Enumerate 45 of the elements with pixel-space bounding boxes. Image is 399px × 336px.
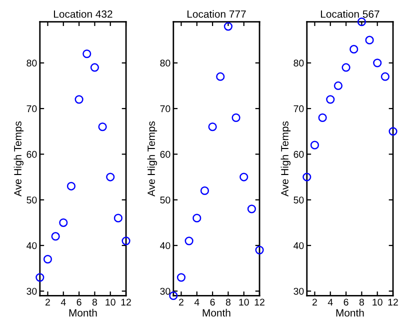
x-tick-label: 2: [46, 298, 50, 306]
y-tick-label: 70: [160, 105, 170, 112]
x-tick-label: 8: [92, 298, 97, 306]
y-axis-title: Ave High Temps: [147, 121, 158, 196]
x-tick-label: 10: [239, 298, 249, 306]
chart-title: Location 432: [54, 10, 112, 18]
y-tick-label: 80: [294, 60, 304, 67]
x-tick-label: 12: [388, 298, 398, 306]
y-tick-label: 30: [294, 288, 304, 295]
y-tick-label: 60: [294, 150, 304, 158]
x-tick-label: 6: [76, 298, 82, 306]
y-tick-label: 40: [160, 242, 170, 250]
y-tick-label: 50: [160, 196, 170, 204]
x-tick-label: 8: [226, 298, 230, 306]
x-tick-label: 10: [106, 298, 116, 306]
x-tick-label: 4: [194, 298, 200, 306]
x-tick-label: 8: [359, 298, 364, 306]
x-axis-title: Month: [69, 308, 97, 317]
y-tick-label: 30: [160, 288, 170, 295]
x-tick-label: 2: [179, 298, 184, 306]
y-tick-label: 50: [26, 196, 37, 204]
x-tick-label: 10: [372, 298, 382, 306]
chart-title: Location 777: [187, 10, 246, 18]
x-tick-label: 6: [210, 298, 215, 306]
x-tick-label: 4: [328, 298, 333, 306]
y-tick-label: 50: [294, 196, 304, 204]
y-axis-title: Ave High Temps: [14, 121, 24, 196]
x-axis-title: Month: [336, 308, 364, 317]
x-tick-label: 2: [312, 298, 317, 306]
y-tick-label: 80: [160, 60, 170, 67]
chart-title: Location 567: [320, 10, 380, 18]
y-tick-label: 40: [26, 242, 37, 250]
x-axis-title: Month: [202, 308, 230, 317]
x-tick-label: 4: [60, 298, 66, 306]
y-tick-label: 70: [294, 105, 304, 112]
y-tick-label: 60: [26, 150, 37, 158]
y-tick-label: 40: [294, 242, 304, 250]
y-axis-title: Ave High Temps: [280, 121, 291, 196]
y-tick-label: 30: [26, 288, 37, 295]
y-tick-label: 70: [26, 105, 37, 112]
y-tick-label: 80: [26, 60, 37, 67]
x-tick-label: 12: [254, 298, 264, 306]
y-tick-label: 60: [160, 150, 170, 158]
x-tick-label: 12: [121, 298, 131, 306]
x-tick-label: 6: [344, 298, 348, 306]
